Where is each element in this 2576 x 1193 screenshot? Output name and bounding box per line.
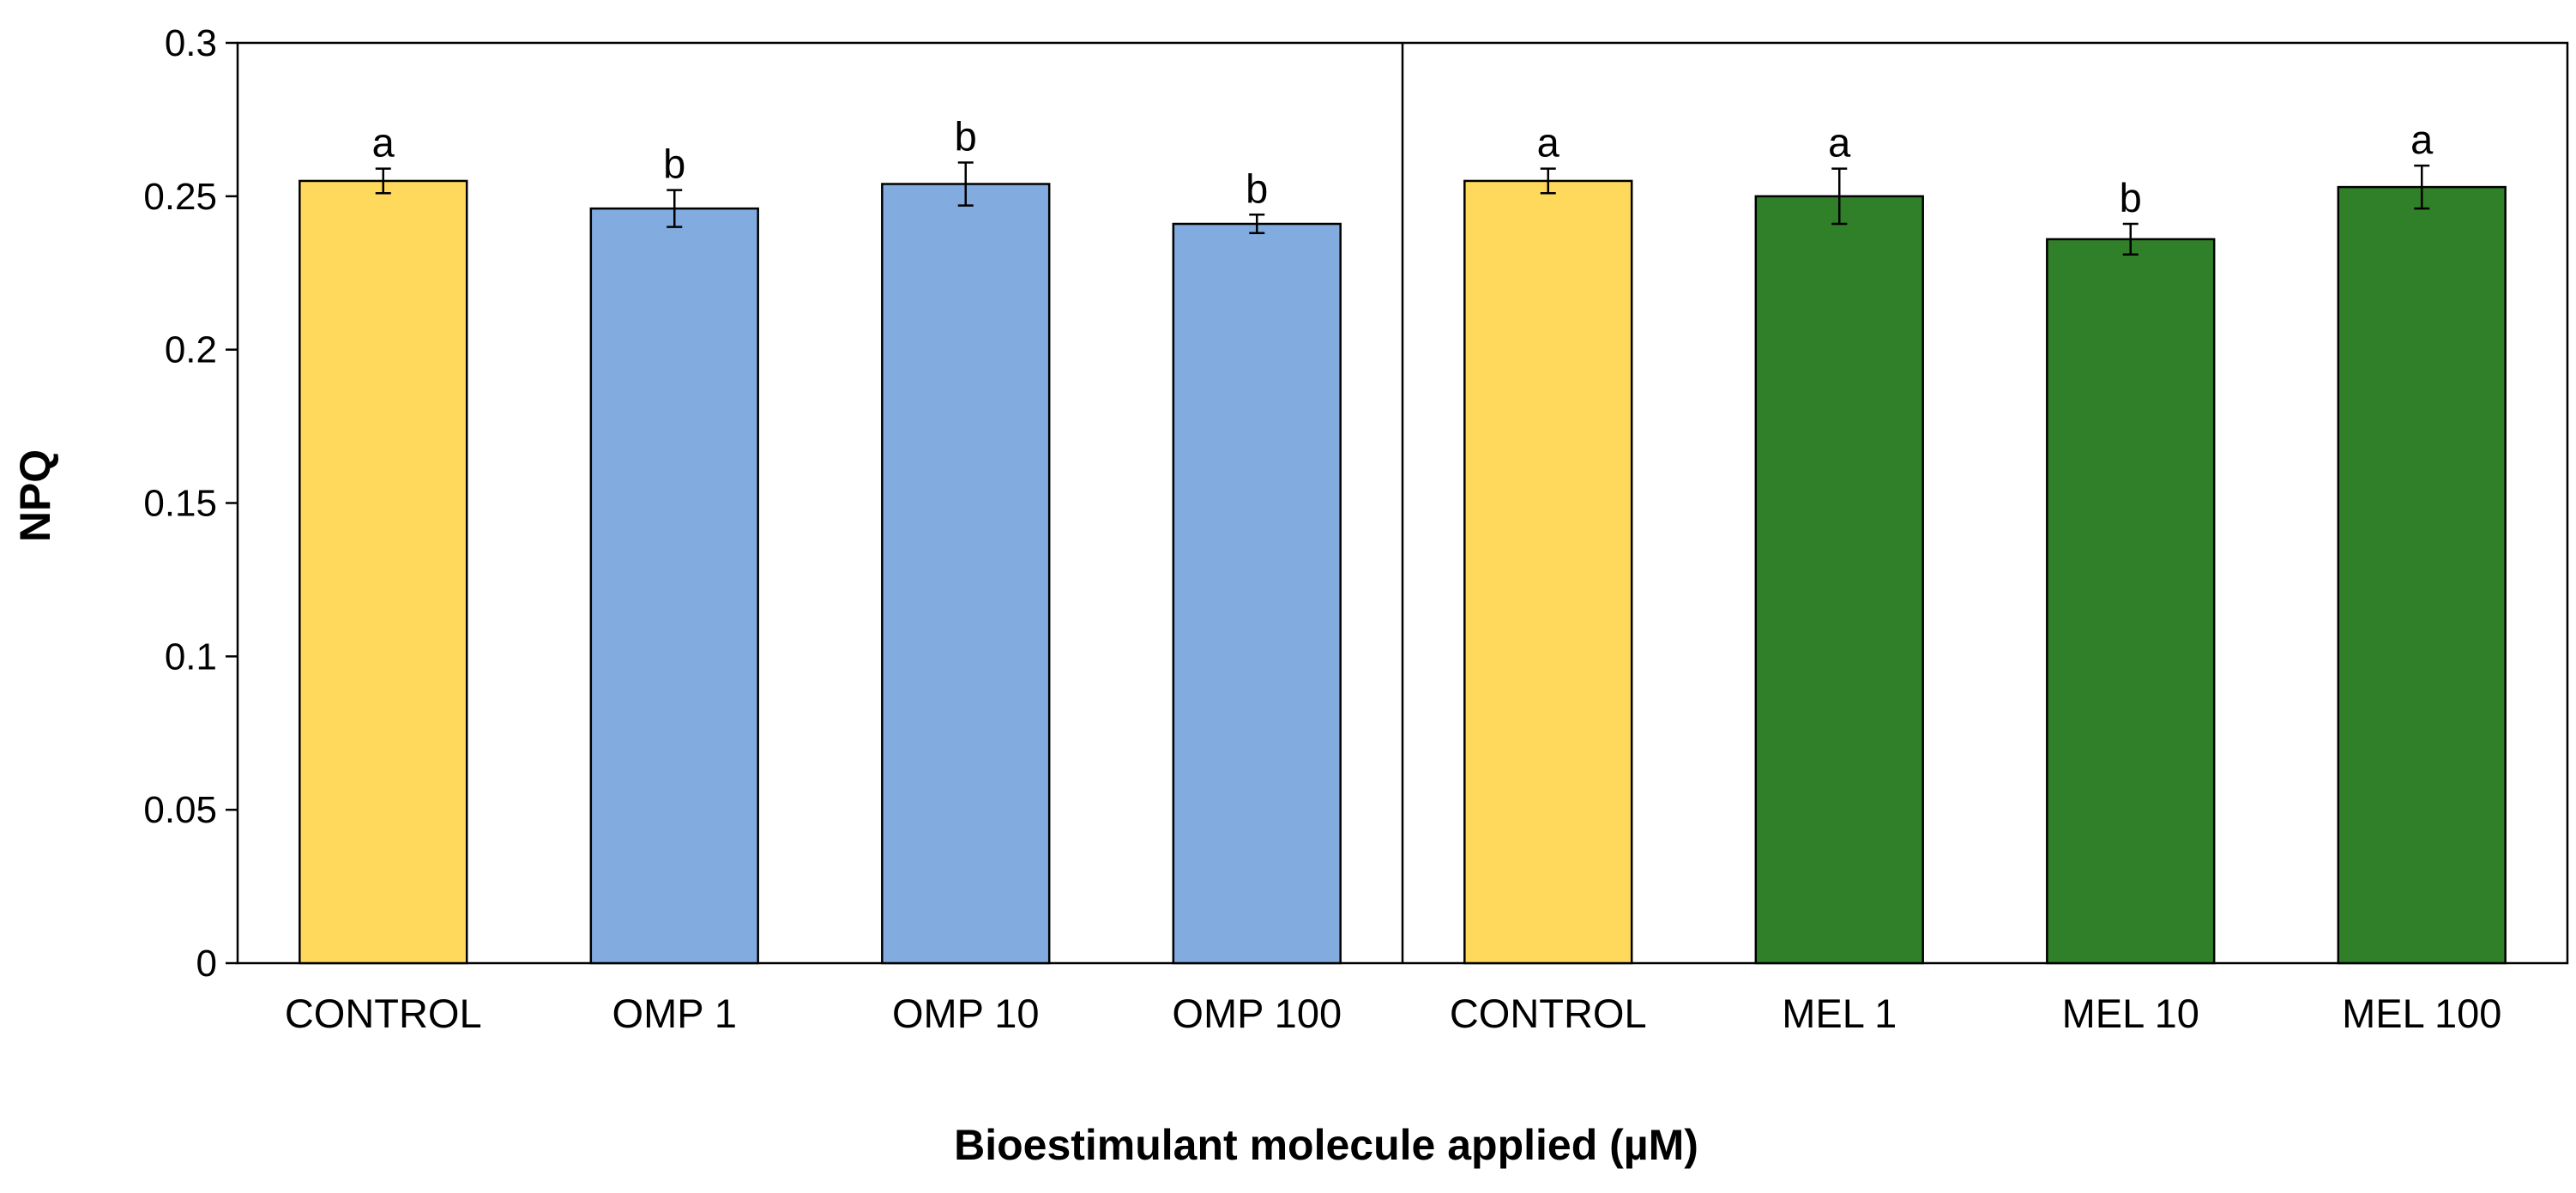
y-tick-label: 0.15: [143, 483, 217, 525]
bar: [2337, 185, 2507, 965]
significance-letter: b: [1246, 166, 1268, 211]
significance-letter: a: [372, 120, 395, 166]
significance-letter: b: [663, 142, 685, 187]
x-tick-label: MEL 100: [2342, 991, 2501, 1036]
significance-letter: b: [2120, 175, 2142, 220]
x-tick-label: OMP 10: [892, 991, 1040, 1036]
y-tick-label: 0.05: [143, 789, 217, 831]
y-tick-label: 0: [196, 943, 217, 985]
x-tick-label: CONTROL: [1450, 991, 1647, 1036]
bar: [1754, 195, 1924, 965]
significance-letter: a: [1828, 120, 1851, 166]
y-tick-label: 0.25: [143, 176, 217, 218]
bar: [881, 183, 1051, 965]
y-tick-label: 0.1: [165, 636, 217, 678]
bar: [589, 207, 759, 965]
y-axis-title: NPQ: [11, 449, 59, 542]
bar: [1463, 179, 1633, 965]
significance-letter: a: [1537, 120, 1560, 166]
y-axis: 0 0.05 0.1 0.15 0.2 0.25 0.3: [143, 22, 238, 985]
x-tick-label: CONTROL: [285, 991, 482, 1036]
bar: [2046, 238, 2216, 965]
x-tick-label: OMP 1: [612, 991, 737, 1036]
plot-area: [236, 41, 2569, 965]
x-tick-label: OMP 100: [1172, 991, 1342, 1036]
x-tick-label: MEL 1: [1782, 991, 1897, 1036]
x-axis-labels: CONTROL OMP 1 OMP 10 OMP 100 CONTROL MEL 1 MEL…: [285, 991, 2502, 1036]
y-tick-label: 0.2: [165, 329, 217, 371]
x-axis-title: Bioestimulant molecule applied (µM): [954, 1121, 1698, 1169]
bar: [299, 179, 468, 965]
significance-letter: b: [955, 113, 977, 159]
bars: a b b b a a b a: [299, 113, 2507, 965]
significance-letter: a: [2410, 117, 2434, 162]
y-tick-label: 0.3: [165, 22, 217, 64]
x-tick-label: MEL 10: [2062, 991, 2199, 1036]
bar: [1172, 222, 1342, 965]
